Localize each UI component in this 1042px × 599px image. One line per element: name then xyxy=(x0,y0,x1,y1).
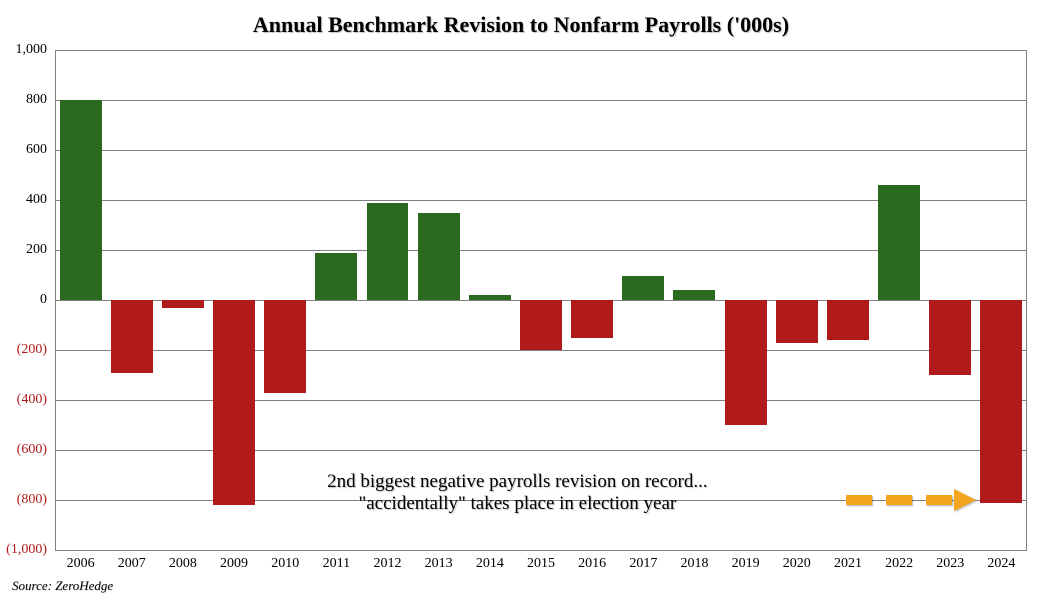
x-axis-label: 2012 xyxy=(374,550,402,572)
source-citation: Source: ZeroHedge xyxy=(12,578,113,594)
x-axis-label: 2013 xyxy=(425,550,453,572)
arrow-dash xyxy=(886,495,912,505)
x-axis-label: 2017 xyxy=(629,550,657,572)
bar xyxy=(162,300,204,308)
bar xyxy=(725,300,767,425)
x-axis-label: 2018 xyxy=(680,550,708,572)
gridline xyxy=(55,400,1027,401)
bar xyxy=(827,300,869,340)
y-axis-label: 600 xyxy=(26,142,55,158)
gridline xyxy=(55,350,1027,351)
x-axis-label: 2010 xyxy=(271,550,299,572)
x-axis-label: 2014 xyxy=(476,550,504,572)
x-axis-label: 2016 xyxy=(578,550,606,572)
arrow-dash xyxy=(926,495,952,505)
bar xyxy=(878,185,920,300)
x-axis-label: 2020 xyxy=(783,550,811,572)
x-axis-label: 2007 xyxy=(118,550,146,572)
y-axis-label: (1,000) xyxy=(6,542,55,558)
gridline xyxy=(55,450,1027,451)
x-axis-label: 2024 xyxy=(987,550,1015,572)
chart-title: Annual Benchmark Revision to Nonfarm Pay… xyxy=(0,12,1042,38)
bar xyxy=(315,253,357,301)
x-axis-label: 2021 xyxy=(834,550,862,572)
plot-border xyxy=(55,50,56,550)
bar xyxy=(111,300,153,373)
bar xyxy=(673,290,715,300)
bar xyxy=(622,276,664,300)
bar xyxy=(264,300,306,393)
x-axis-label: 2006 xyxy=(67,550,95,572)
x-axis-label: 2011 xyxy=(323,550,350,572)
bar xyxy=(571,300,613,338)
x-axis-label: 2022 xyxy=(885,550,913,572)
bar xyxy=(469,295,511,300)
x-axis-label: 2008 xyxy=(169,550,197,572)
bar xyxy=(213,300,255,505)
y-axis-label: 400 xyxy=(26,192,55,208)
gridline xyxy=(55,100,1027,101)
y-axis-label: 1,000 xyxy=(16,42,56,58)
plot-area: (1,000)(800)(600)(400)(200)0200400600800… xyxy=(55,50,1027,550)
bar xyxy=(520,300,562,350)
annotation-line: 2nd biggest negative payrolls revision o… xyxy=(327,471,707,493)
x-axis-label: 2015 xyxy=(527,550,555,572)
x-axis-label: 2009 xyxy=(220,550,248,572)
annotation-text: 2nd biggest negative payrolls revision o… xyxy=(327,471,707,515)
y-axis-label: (600) xyxy=(17,442,55,458)
bar xyxy=(929,300,971,375)
x-axis-label: 2023 xyxy=(936,550,964,572)
bar xyxy=(418,213,460,301)
plot-border xyxy=(1026,50,1027,550)
y-axis-label: 800 xyxy=(26,92,55,108)
gridline xyxy=(55,50,1027,51)
y-axis-label: 0 xyxy=(40,292,55,308)
gridline xyxy=(55,150,1027,151)
y-axis-label: 200 xyxy=(26,242,55,258)
bar xyxy=(60,100,102,300)
arrow-head-icon xyxy=(954,489,976,511)
y-axis-label: (400) xyxy=(17,392,55,408)
y-axis-label: (800) xyxy=(17,492,55,508)
y-axis-label: (200) xyxy=(17,342,55,358)
arrow-dash xyxy=(846,495,872,505)
bar xyxy=(980,300,1022,503)
x-axis-label: 2019 xyxy=(732,550,760,572)
bar xyxy=(776,300,818,343)
bar xyxy=(367,203,409,301)
annotation-line: "accidentally" takes place in election y… xyxy=(327,493,707,515)
